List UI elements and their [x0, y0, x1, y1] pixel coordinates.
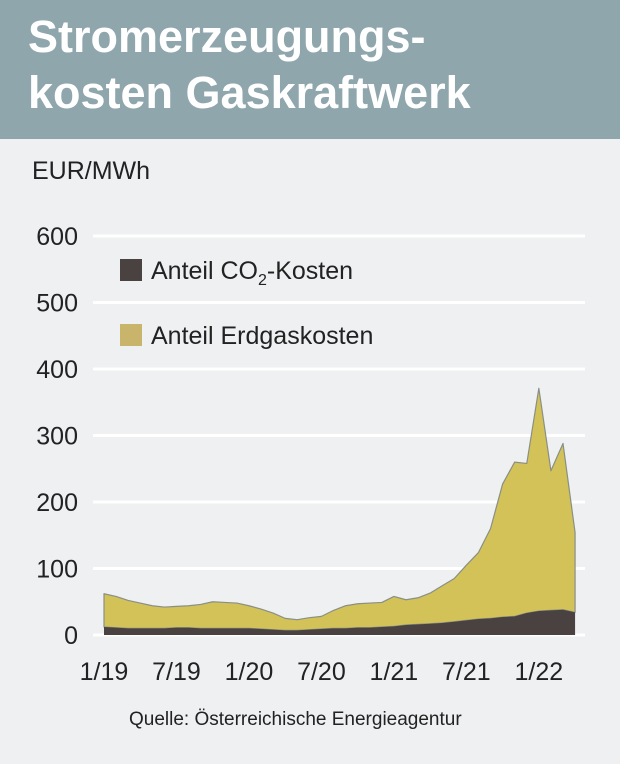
- x-tick-label-1-20: 1/20: [225, 658, 274, 686]
- y-tick-label-500: 500: [36, 290, 78, 318]
- legend-label-0: Anteil CO2-Kosten: [151, 257, 353, 289]
- area-co2-kosten: [104, 609, 576, 635]
- legend-swatch-1: [120, 324, 142, 346]
- title-banner: Stromerzeugungs- kosten Gaskraftwerk: [0, 0, 620, 139]
- y-axis-unit-label: EUR/MWh: [32, 157, 151, 185]
- x-tick-label-1-21: 1/21: [370, 658, 419, 686]
- x-tick-label-7-19: 7/19: [152, 658, 201, 686]
- x-tick-label-7-21: 7/21: [442, 658, 491, 686]
- area-erdgaskosten: [103, 387, 576, 631]
- y-tick-label-600: 600: [36, 223, 78, 251]
- legend-label-1: Anteil Erdgaskosten: [151, 322, 373, 350]
- y-tick-label-200: 200: [36, 489, 78, 517]
- y-tick-label-0: 0: [64, 622, 78, 650]
- y-tick-label-300: 300: [36, 423, 78, 451]
- x-tick-label-7-20: 7/20: [297, 658, 346, 686]
- x-tick-label-1-22: 1/22: [515, 658, 564, 686]
- legend-swatch-0: [120, 259, 142, 281]
- x-tick-label-1-19: 1/19: [80, 658, 129, 686]
- y-tick-label-400: 400: [36, 356, 78, 384]
- y-tick-label-100: 100: [36, 556, 78, 584]
- source-note: Quelle: Österreichische Energieagentur: [129, 709, 462, 730]
- chart-title-line-1: Stromerzeugungs-: [28, 11, 426, 62]
- chart-title-line-2: kosten Gaskraftwerk: [28, 67, 471, 118]
